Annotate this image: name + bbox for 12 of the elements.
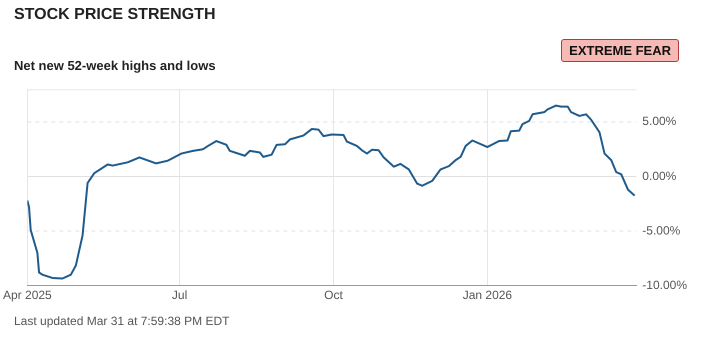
y-tick-label: -10.00% [642, 278, 688, 292]
text: EXTREME FEAR [561, 39, 679, 62]
y-tick-label: 5.00% [642, 114, 677, 128]
x-tick-label: Oct [324, 288, 344, 302]
chart-title: STOCK PRICE STRENGTH [14, 6, 216, 24]
y-tick-label: -5.00% [642, 223, 681, 238]
chart-subtitle: Net new 52-week highs and lows [14, 58, 216, 73]
x-tick-label: Jan 2026 [462, 288, 512, 302]
y-tick-label: 0.00% [642, 168, 677, 183]
x-tick-label: Jul [172, 288, 188, 302]
x-tick-label: Apr 2025 [3, 288, 52, 302]
text: Last updated Mar 31 at 7:59:38 PM EDT [14, 314, 230, 328]
